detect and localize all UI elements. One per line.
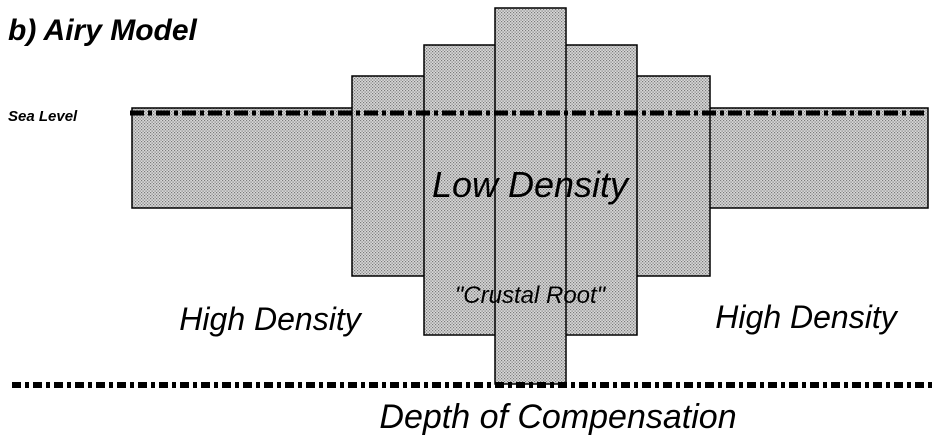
crust-block — [708, 107, 929, 209]
title: b) Airy Model — [8, 14, 198, 47]
crust-block — [423, 44, 497, 336]
sea-level-label: Sea Level — [8, 108, 78, 125]
crust-block — [635, 75, 711, 277]
crust-block — [351, 75, 426, 277]
high-density-label: High Density — [179, 301, 362, 337]
crustal-root-label: "Crustal Root" — [455, 282, 607, 309]
low-density-label: Low Density — [432, 164, 630, 205]
crust-block — [564, 44, 638, 336]
crust-block — [494, 7, 567, 385]
crust-block — [131, 107, 354, 209]
depth-label: Depth of Compensation — [379, 398, 736, 436]
high-density-label: High Density — [715, 299, 898, 335]
